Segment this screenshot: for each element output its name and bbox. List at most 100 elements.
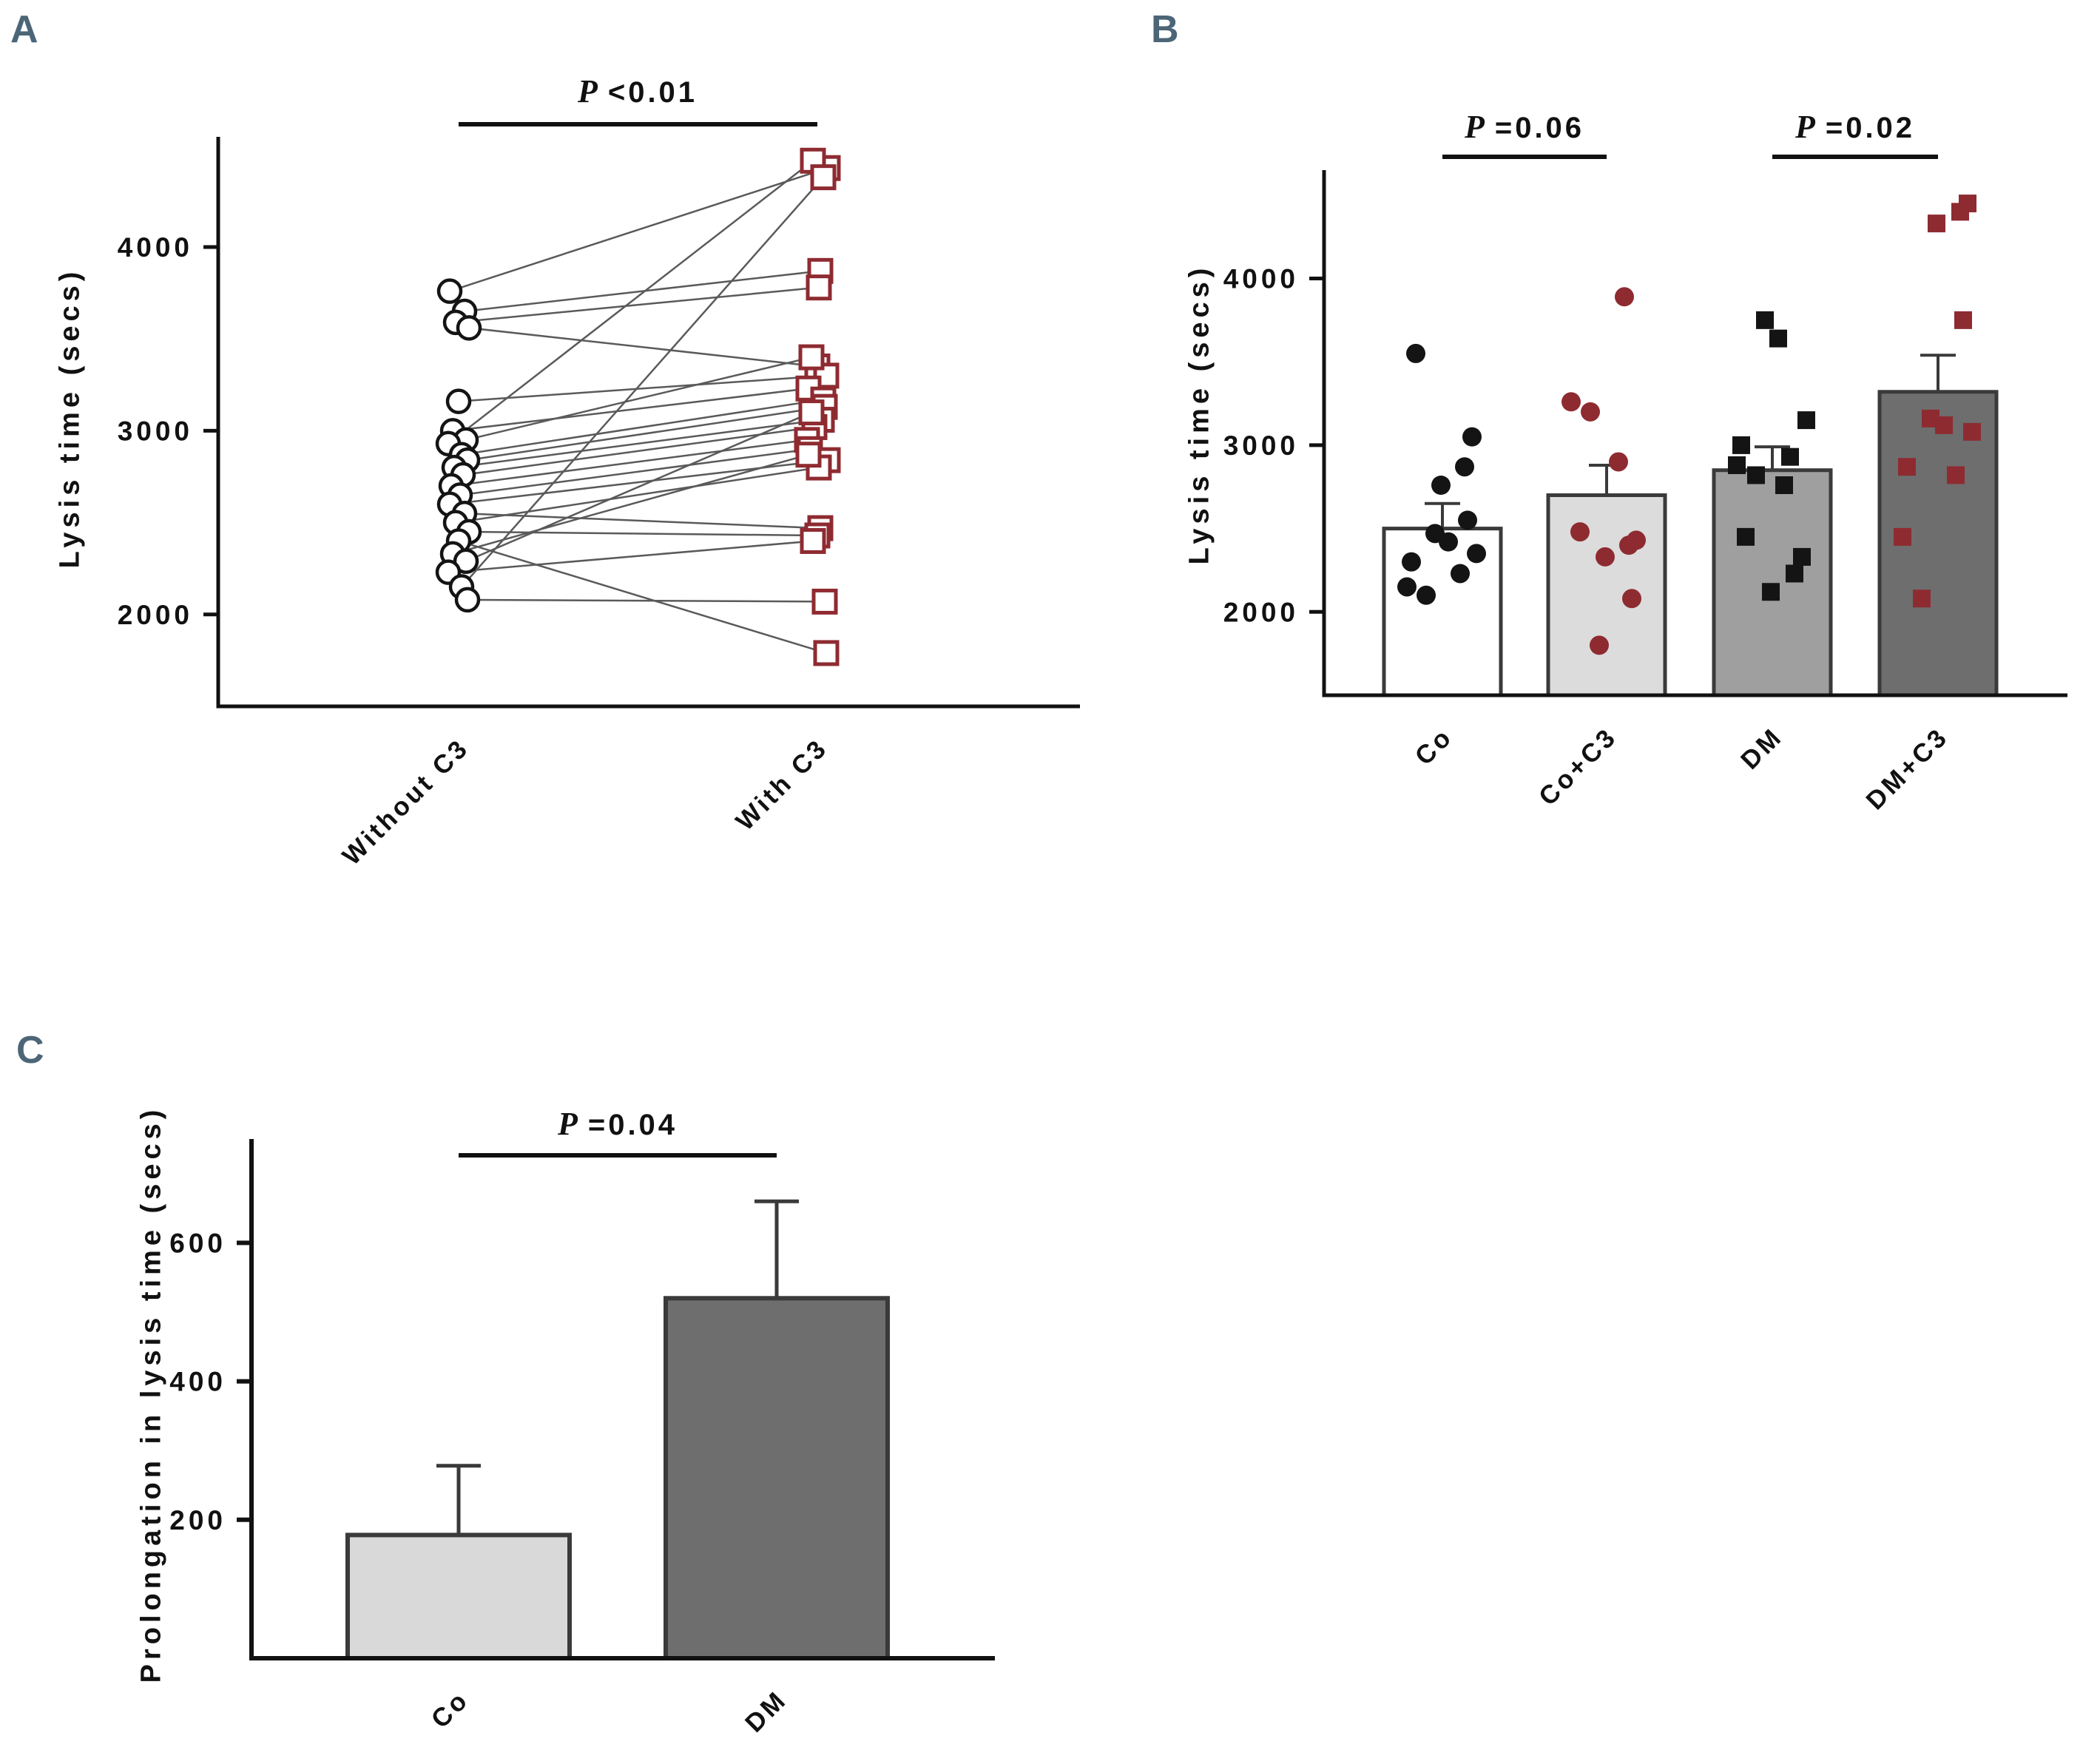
pair-connector-line (452, 388, 809, 432)
scatter-point-DM (1775, 476, 1793, 494)
panel-b-significance-text-1: P =0.06 (1465, 108, 1584, 146)
scatter-point-Co (1451, 564, 1470, 584)
pair-connector-line (464, 512, 821, 530)
pair-connector-line (455, 286, 820, 324)
bar-DM (1712, 468, 1833, 697)
pair-connector-line (465, 356, 812, 442)
pair-connector-line (448, 540, 814, 573)
y-tick-label: 2000 (1223, 597, 1299, 627)
scatter-point-DM+C3 (1928, 214, 1945, 233)
pair-connector-line (459, 448, 811, 496)
pair-connector-line (462, 426, 815, 476)
scatter-point-Co+C3 (1615, 287, 1634, 307)
p-value: =0.04 (587, 1109, 678, 1141)
without-c3-point (445, 388, 472, 414)
x-category-label: Co+C3 (1533, 722, 1623, 811)
scatter-point-DM (1762, 583, 1780, 601)
scatter-point-Co (1406, 343, 1425, 363)
scatter-point-DM (1793, 547, 1811, 566)
panel-b-bar-scatter-plot: 2000 3000 4000 Co Co+C3 DM DM+C3 (1223, 155, 2067, 815)
y-tick-label: 2000 (118, 600, 193, 630)
p-value: =0.02 (1825, 112, 1916, 144)
bar-Co (345, 1533, 572, 1661)
y-tick-label: 3000 (118, 416, 193, 446)
pair-connector-line (465, 411, 812, 562)
bar-Co+C3 (1546, 493, 1667, 697)
panel-c-bar-plot: 200 400 600 Co DM (169, 1139, 995, 1738)
with-c3-point (810, 164, 837, 191)
with-c3-point (798, 399, 825, 426)
scatter-point-Co+C3 (1609, 452, 1628, 472)
pair-connector-line (450, 439, 808, 487)
x-category-label: DM (740, 1685, 793, 1738)
with-c3-point (798, 344, 825, 371)
pair-connector-line (467, 598, 826, 603)
pair-connector-line (461, 176, 824, 588)
scatter-point-DM+C3 (1913, 589, 1931, 608)
p-symbol: P (557, 1106, 581, 1142)
scatter-point-DM (1797, 411, 1815, 430)
scatter-point-Co (1397, 577, 1417, 597)
scatter-point-DM (1737, 527, 1755, 546)
p-symbol: P (1795, 109, 1818, 145)
with-c3-point (811, 588, 838, 615)
p-value: <0.01 (607, 76, 698, 109)
panel-a-significance-text: P <0.01 (578, 72, 698, 110)
scatter-point-Co+C3 (1619, 535, 1638, 555)
scatter-point-Co (1462, 427, 1482, 447)
pair-connector-line (464, 270, 821, 313)
y-tick-label: 4000 (1223, 264, 1299, 294)
scatter-point-DM (1728, 456, 1746, 474)
scatter-point-DM+C3 (1951, 203, 1969, 221)
scatter-point-DM (1769, 329, 1787, 348)
with-c3-point (806, 274, 832, 301)
scatter-point-Co (1455, 457, 1474, 477)
with-c3-point (800, 527, 826, 554)
x-category-label: Co (1409, 722, 1458, 771)
with-c3-point (813, 640, 840, 666)
p-value: =0.06 (1494, 112, 1585, 144)
pair-connector-line (453, 419, 823, 469)
y-tick-label: 4000 (118, 232, 193, 263)
scatter-point-DM+C3 (1935, 416, 1953, 434)
scatter-point-Co+C3 (1581, 402, 1600, 422)
y-tick-label: 200 (169, 1505, 226, 1535)
x-category-label: With C3 (730, 733, 833, 836)
pair-connector-line (458, 540, 827, 655)
p-symbol: P (577, 73, 601, 109)
panel-b-significance-text-2: P =0.02 (1795, 108, 1915, 146)
panel-c-significance-text: P =0.04 (558, 1105, 678, 1143)
y-tick-label: 600 (169, 1228, 226, 1258)
scatter-point-DM (1732, 436, 1750, 454)
pair-connector-line (461, 398, 824, 456)
scatter-point-DM+C3 (1947, 466, 1965, 484)
without-c3-point (453, 548, 479, 575)
scatter-point-DM (1786, 564, 1803, 583)
x-category-label: DM (1735, 722, 1789, 775)
panel-b-letter: B (1151, 8, 1179, 51)
bar-DM (664, 1296, 890, 1660)
scatter-point-Co+C3 (1590, 635, 1609, 655)
panel-c-letter: C (16, 1029, 44, 1072)
scatter-point-Co (1417, 585, 1436, 605)
x-category-label: Without C3 (337, 733, 474, 871)
pair-connector-line (455, 466, 820, 524)
pair-connector-line (452, 453, 809, 555)
scatter-point-DM (1756, 311, 1774, 329)
scatter-point-DM+C3 (1894, 527, 1911, 546)
scatter-point-Co+C3 (1562, 392, 1581, 412)
x-category-label: DM+C3 (1860, 722, 1954, 815)
pair-connector-line (449, 459, 828, 506)
without-c3-point (456, 315, 482, 341)
scatter-point-DM+C3 (1963, 422, 1981, 441)
pair-connector-line (467, 405, 826, 462)
scatter-point-Co+C3 (1570, 522, 1590, 542)
pair-connector-line (449, 167, 828, 292)
scatter-point-Co (1431, 476, 1451, 495)
pair-connector-line (458, 374, 827, 402)
panel-a-letter: A (10, 8, 38, 51)
with-c3-point (795, 442, 822, 468)
scatter-point-Co+C3 (1596, 547, 1615, 567)
without-c3-point (454, 587, 481, 613)
